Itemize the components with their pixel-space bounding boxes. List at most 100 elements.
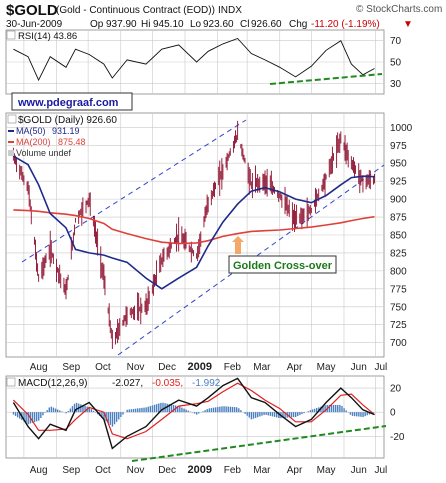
price-tick-label: 800	[390, 266, 407, 277]
macd-hist-bar	[101, 412, 103, 418]
macd-signal-line	[12, 382, 375, 440]
macd-hist-bar	[177, 405, 179, 413]
change-down-icon: ▼	[403, 19, 413, 30]
macd-hist-bar	[265, 412, 267, 415]
ma50-line	[12, 155, 375, 290]
website-label: www.pdegraaf.com	[17, 97, 119, 109]
x-tick-label: Nov	[127, 465, 145, 476]
macd-hist-bar	[109, 412, 112, 425]
x-tick-label: Aug	[30, 362, 48, 373]
macd-panel	[5, 375, 385, 459]
x-tick-label: Mar	[253, 465, 271, 476]
x-tick-label: Sep	[62, 465, 80, 476]
macd-hist-bar	[227, 406, 229, 413]
price-grid	[6, 113, 384, 357]
high-value: 945.10	[153, 19, 184, 30]
macd-legend-name: MACD(12,26,9)	[18, 378, 87, 389]
macd-hist-bar	[356, 412, 358, 417]
macd-hist-bar	[343, 408, 345, 413]
x-tick-label: Feb	[224, 362, 242, 373]
macd-hist-bar	[221, 406, 223, 413]
macd-hist-bar	[42, 412, 44, 416]
annotation-text: Golden Cross-over	[233, 260, 333, 272]
price-tick-label: 950	[390, 159, 407, 170]
macd-legend-signal-value: -1.992	[192, 378, 221, 389]
price-tick-label: 875	[390, 213, 407, 224]
macd-hist-bar	[358, 412, 360, 417]
change-label: Chg	[289, 19, 307, 30]
macd-hist-bar	[328, 404, 331, 413]
macd-hist-bar	[204, 410, 206, 413]
macd-hist-bar	[155, 404, 158, 413]
macd-hist-bar	[254, 412, 257, 418]
rsi-trendline	[269, 73, 383, 85]
macd-hist-bar	[257, 412, 259, 418]
macd-hist-bar	[292, 412, 295, 418]
macd-hist-bar	[120, 412, 122, 417]
ma50-legend-name: MA(50)	[16, 126, 46, 136]
macd-hist-bar	[202, 411, 204, 413]
x-tick-label: 2009	[187, 464, 211, 476]
macd-hist-bar	[145, 407, 147, 413]
macd-hist-bar	[31, 412, 34, 423]
macd-hist-bar	[158, 403, 160, 413]
ma200-legend-name: MA(200)	[16, 137, 51, 147]
macd-hist-bar	[334, 404, 337, 413]
macd-hist-bar	[14, 412, 17, 416]
macd-hist-bar	[69, 408, 72, 413]
x-tick-label: Jul	[374, 465, 387, 476]
macd-hist-bar	[339, 404, 341, 413]
macd-hist-bar	[313, 408, 316, 413]
price-y-axis: 1000 975 950 925 900 875 850 825 800 775 750 725 700	[390, 123, 413, 349]
macd-hist-bar	[33, 412, 36, 423]
macd-hist-bar	[126, 409, 128, 413]
open-label: Op	[90, 19, 104, 30]
macd-hist-bar	[111, 412, 114, 427]
macd-hist-bar	[162, 402, 164, 413]
macd-hist-bar	[332, 404, 335, 413]
rsi-legend: RSI(14) 43.86	[18, 31, 77, 42]
macd-hist-bar	[65, 412, 67, 414]
price-tick-label: 750	[390, 302, 407, 313]
macd-hist-bar	[345, 410, 347, 413]
macd-hist-bar	[324, 405, 326, 413]
macd-hist-bar	[284, 412, 286, 418]
macd-hist-bar	[217, 407, 219, 413]
macd-hist-bar	[360, 412, 362, 417]
x-tick-label: Oct	[95, 465, 111, 476]
macd-hist-bar	[107, 412, 109, 424]
macd-hist-bar	[271, 412, 274, 417]
macd-hist-bar	[35, 412, 38, 422]
exchange: INDX	[218, 5, 242, 16]
ma200-line	[13, 209, 375, 245]
macd-hist-bar	[137, 408, 139, 413]
macd-hist-bar	[67, 410, 69, 413]
macd-hist-bar	[25, 412, 27, 423]
x-tick-label: Aug	[30, 465, 48, 476]
macd-hist-bar	[181, 407, 183, 413]
macd-hist-bar	[80, 404, 82, 413]
macd-hist-bar	[206, 409, 208, 413]
macd-hist-bar	[141, 407, 143, 413]
macd-hist-bar	[248, 412, 251, 418]
macd-hist-bar	[246, 412, 248, 416]
macd-line	[12, 377, 375, 450]
price-tick-label: 975	[390, 141, 407, 152]
macd-hist-bar	[240, 410, 242, 413]
macd-hist-bar	[288, 412, 291, 418]
macd-hist-bar	[92, 410, 95, 413]
x-tick-label: Nov	[127, 362, 145, 373]
macd-hist-bar	[84, 405, 86, 413]
macd-hist-bar	[27, 412, 29, 425]
price-tick-label: 1000	[390, 123, 413, 134]
macd-hist-bar	[278, 412, 280, 418]
macd-hist-bar	[303, 412, 305, 414]
x-tick-label: May	[317, 465, 336, 476]
macd-hist-bar	[130, 409, 133, 413]
macd-tick-label: -20	[390, 432, 405, 443]
macd-hist-bar	[225, 406, 227, 413]
macd-hist-bar	[134, 408, 137, 413]
volume-legend-swatch	[8, 150, 14, 156]
macd-hist-bar	[88, 407, 90, 413]
macd-hist-bar	[189, 411, 192, 413]
